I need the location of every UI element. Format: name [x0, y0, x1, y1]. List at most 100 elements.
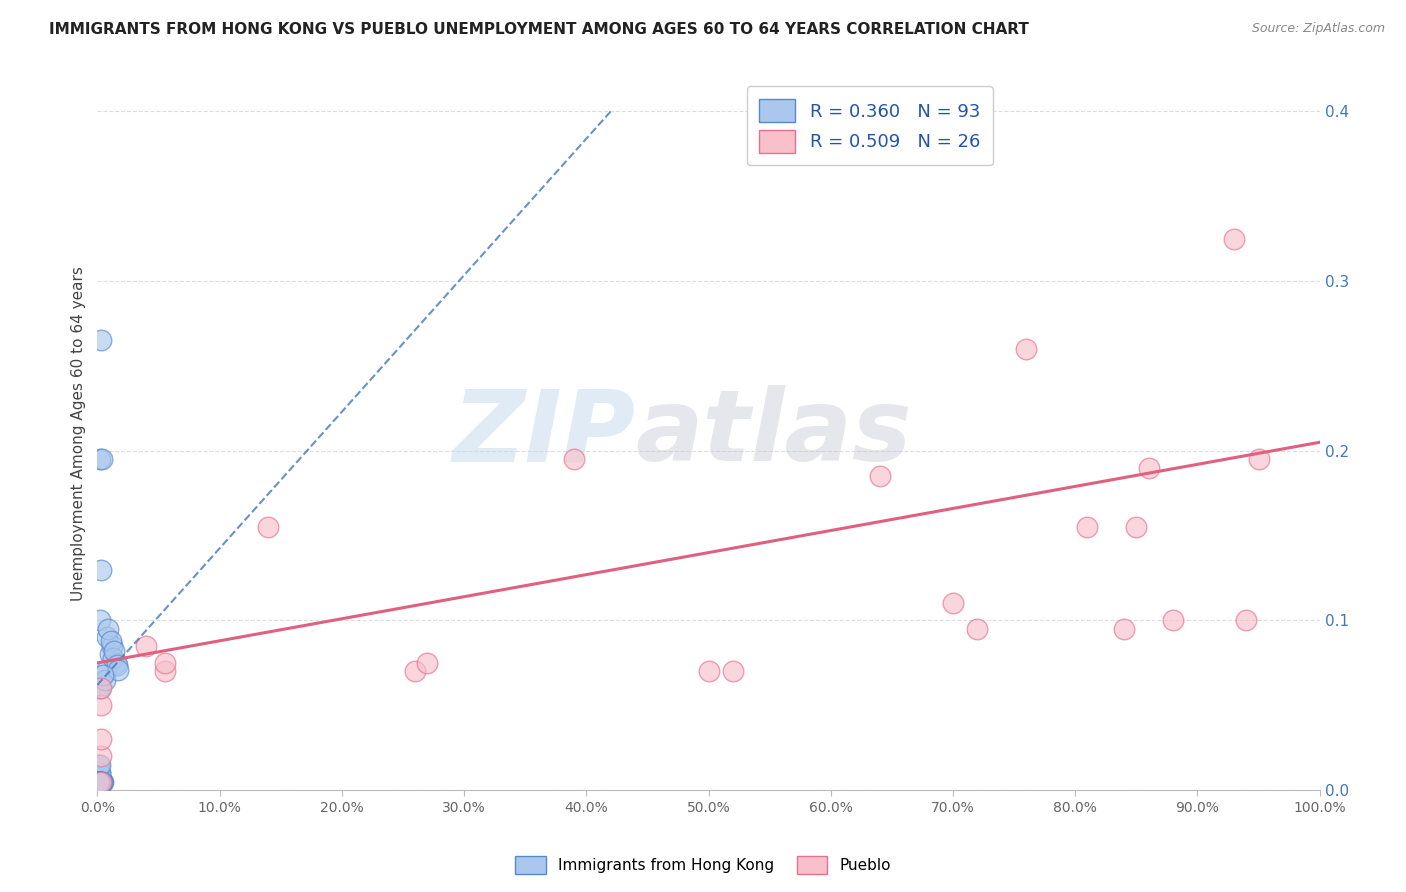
Point	[1161, 614, 1184, 628]
Point	[90, 774, 112, 789]
Text: atlas: atlas	[636, 385, 911, 483]
Point	[98, 648, 121, 662]
Text: ZIP: ZIP	[453, 385, 636, 483]
Point	[87, 774, 110, 789]
Point	[90, 774, 112, 789]
Point	[87, 774, 110, 789]
Point	[89, 774, 111, 789]
Point	[89, 774, 111, 789]
Point	[87, 774, 110, 789]
Point	[90, 774, 112, 789]
Point	[966, 622, 988, 636]
Point	[87, 774, 110, 789]
Point	[93, 774, 115, 789]
Point	[1223, 232, 1246, 246]
Point	[87, 766, 110, 780]
Legend: Immigrants from Hong Kong, Pueblo: Immigrants from Hong Kong, Pueblo	[509, 850, 897, 880]
Point	[87, 774, 110, 789]
Point	[93, 673, 115, 687]
Point	[90, 774, 112, 789]
Point	[89, 774, 111, 789]
Point	[87, 774, 110, 789]
Point	[90, 749, 112, 764]
Point	[257, 520, 280, 534]
Point	[90, 774, 112, 789]
Point	[90, 774, 112, 789]
Point	[89, 774, 111, 789]
Point	[89, 774, 111, 789]
Point	[93, 667, 115, 681]
Point	[87, 774, 110, 789]
Point	[87, 774, 110, 789]
Point	[89, 774, 111, 789]
Point	[89, 774, 111, 789]
Point	[87, 774, 110, 789]
Point	[1137, 460, 1160, 475]
Point	[89, 774, 111, 789]
Point	[100, 633, 122, 648]
Point	[103, 644, 125, 658]
Point	[1125, 520, 1147, 534]
Point	[87, 774, 110, 789]
Point	[91, 774, 114, 789]
Point	[153, 656, 176, 670]
Point	[89, 774, 111, 789]
Point	[89, 774, 111, 789]
Point	[87, 774, 110, 789]
Point	[89, 774, 111, 789]
Point	[87, 774, 110, 789]
Point	[89, 774, 111, 789]
Point	[87, 774, 110, 789]
Point	[1234, 614, 1257, 628]
Point	[87, 774, 110, 789]
Point	[89, 774, 111, 789]
Text: IMMIGRANTS FROM HONG KONG VS PUEBLO UNEMPLOYMENT AMONG AGES 60 TO 64 YEARS CORRE: IMMIGRANTS FROM HONG KONG VS PUEBLO UNEM…	[49, 22, 1029, 37]
Point	[89, 766, 111, 780]
Point	[90, 774, 112, 789]
Point	[90, 774, 112, 789]
Point	[89, 766, 111, 780]
Point	[153, 665, 176, 679]
Point	[89, 681, 111, 696]
Y-axis label: Unemployment Among Ages 60 to 64 years: Unemployment Among Ages 60 to 64 years	[72, 267, 86, 601]
Point	[135, 639, 157, 653]
Point	[89, 774, 111, 789]
Point	[89, 774, 111, 789]
Point	[89, 774, 111, 789]
Point	[1247, 452, 1270, 467]
Point	[89, 774, 111, 789]
Point	[91, 774, 114, 789]
Point	[90, 774, 112, 789]
Point	[89, 774, 111, 789]
Point	[89, 774, 111, 789]
Point	[87, 681, 110, 696]
Point	[869, 469, 891, 483]
Point	[697, 665, 720, 679]
Point	[89, 774, 111, 789]
Point	[107, 663, 129, 677]
Point	[89, 452, 111, 467]
Point	[89, 614, 111, 628]
Point	[90, 774, 112, 789]
Point	[87, 774, 110, 789]
Point	[1015, 342, 1038, 356]
Point	[87, 774, 110, 789]
Point	[87, 774, 110, 789]
Point	[90, 774, 112, 789]
Point	[87, 774, 110, 789]
Point	[87, 774, 110, 789]
Point	[1076, 520, 1098, 534]
Point	[105, 657, 128, 672]
Point	[97, 622, 120, 636]
Point	[91, 774, 114, 789]
Point	[89, 774, 111, 789]
Legend: R = 0.360   N = 93, R = 0.509   N = 26: R = 0.360 N = 93, R = 0.509 N = 26	[747, 87, 993, 165]
Point	[90, 774, 112, 789]
Point	[87, 774, 110, 789]
Point	[89, 774, 111, 789]
Point	[416, 656, 439, 670]
Text: Source: ZipAtlas.com: Source: ZipAtlas.com	[1251, 22, 1385, 36]
Point	[103, 650, 125, 665]
Point	[87, 774, 110, 789]
Point	[89, 757, 111, 772]
